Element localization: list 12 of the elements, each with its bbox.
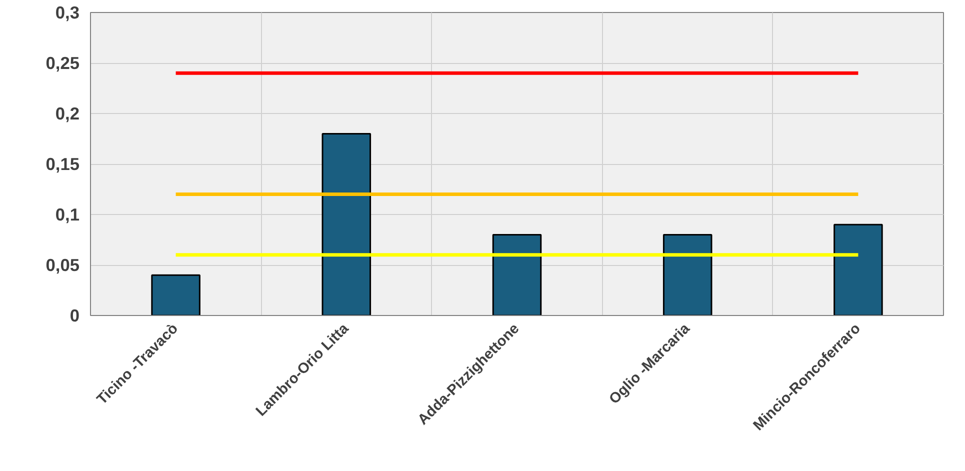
bar	[834, 224, 883, 316]
y-tick-label: 0,1	[55, 204, 80, 224]
bar	[322, 132, 372, 316]
y-tick-label: 0,05	[46, 255, 80, 275]
bar	[151, 274, 200, 316]
y-tick-label: 0,15	[46, 154, 80, 174]
bar	[492, 234, 542, 316]
y-tick-label: 0,3	[55, 2, 80, 22]
y-tick-label: 0,2	[55, 104, 80, 124]
y-tick-label: 0,25	[46, 53, 80, 73]
bar	[662, 234, 712, 316]
y-tick-label: 0	[70, 306, 80, 326]
